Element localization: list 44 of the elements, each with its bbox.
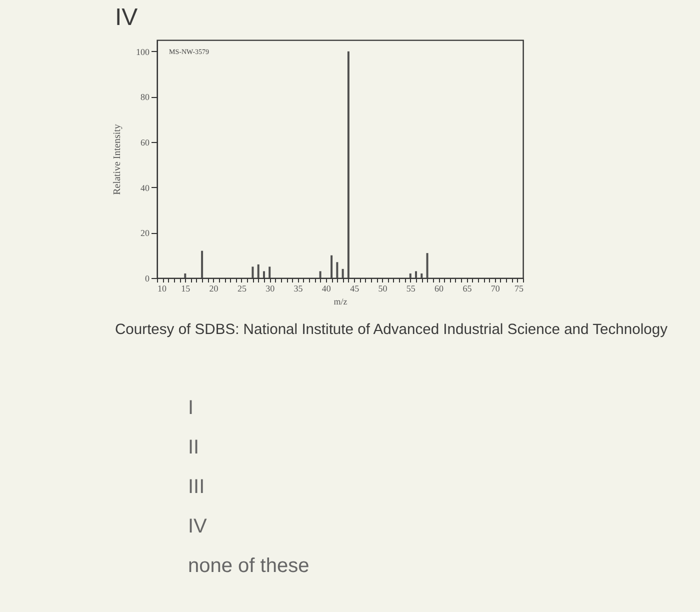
chart-title: IV — [115, 4, 138, 31]
bar — [415, 271, 418, 278]
y-tick-label: 100 — [136, 46, 150, 57]
bar — [420, 273, 423, 278]
x-tick-label: 30 — [266, 284, 276, 294]
x-tick-label: 65 — [462, 284, 472, 294]
text: II — [188, 436, 200, 458]
x-tick-label: 45 — [350, 284, 360, 294]
bar — [342, 268, 344, 278]
y-tick-label: 40 — [140, 182, 150, 193]
bar — [201, 250, 204, 278]
x-tick-label: 60 — [434, 284, 444, 294]
y-tick-label: 60 — [140, 138, 150, 148]
text: IV — [188, 516, 208, 538]
bar — [347, 51, 350, 278]
x-tick-label: 10 — [158, 284, 167, 294]
x-tick-label: 70 — [490, 284, 500, 294]
text: III — [188, 476, 205, 498]
x-tick-label: 75 — [514, 284, 524, 294]
x-tick-label: 50 — [378, 284, 388, 294]
bar — [262, 271, 265, 278]
bar — [409, 273, 412, 278]
x-tick-label: 20 — [209, 284, 219, 294]
y-tick-label: 80 — [140, 92, 150, 102]
bar — [184, 273, 186, 278]
x-tick-label: 35 — [294, 284, 304, 294]
y-tick-label: 0 — [145, 274, 150, 284]
x-tick-label: 15 — [181, 284, 191, 294]
bar — [268, 266, 271, 278]
bar — [336, 262, 338, 278]
x-tick-label: 55 — [406, 284, 416, 294]
y-axis-title: Relative Intensity — [112, 124, 123, 195]
text: Courtesy of SDBS: National Institute of Advanced Industrial Science and Technology — [115, 322, 668, 338]
text: I — [188, 397, 194, 419]
y-tick-label: 20 — [140, 228, 150, 238]
text: none of these — [188, 555, 310, 577]
bar — [252, 266, 254, 278]
bar — [257, 264, 260, 278]
bar — [319, 271, 322, 278]
x-tick-label: 25 — [237, 284, 247, 294]
bar — [426, 253, 428, 278]
bar — [330, 255, 333, 278]
x-tick-label: 40 — [322, 284, 332, 294]
x-axis-title: m/z — [334, 296, 348, 306]
